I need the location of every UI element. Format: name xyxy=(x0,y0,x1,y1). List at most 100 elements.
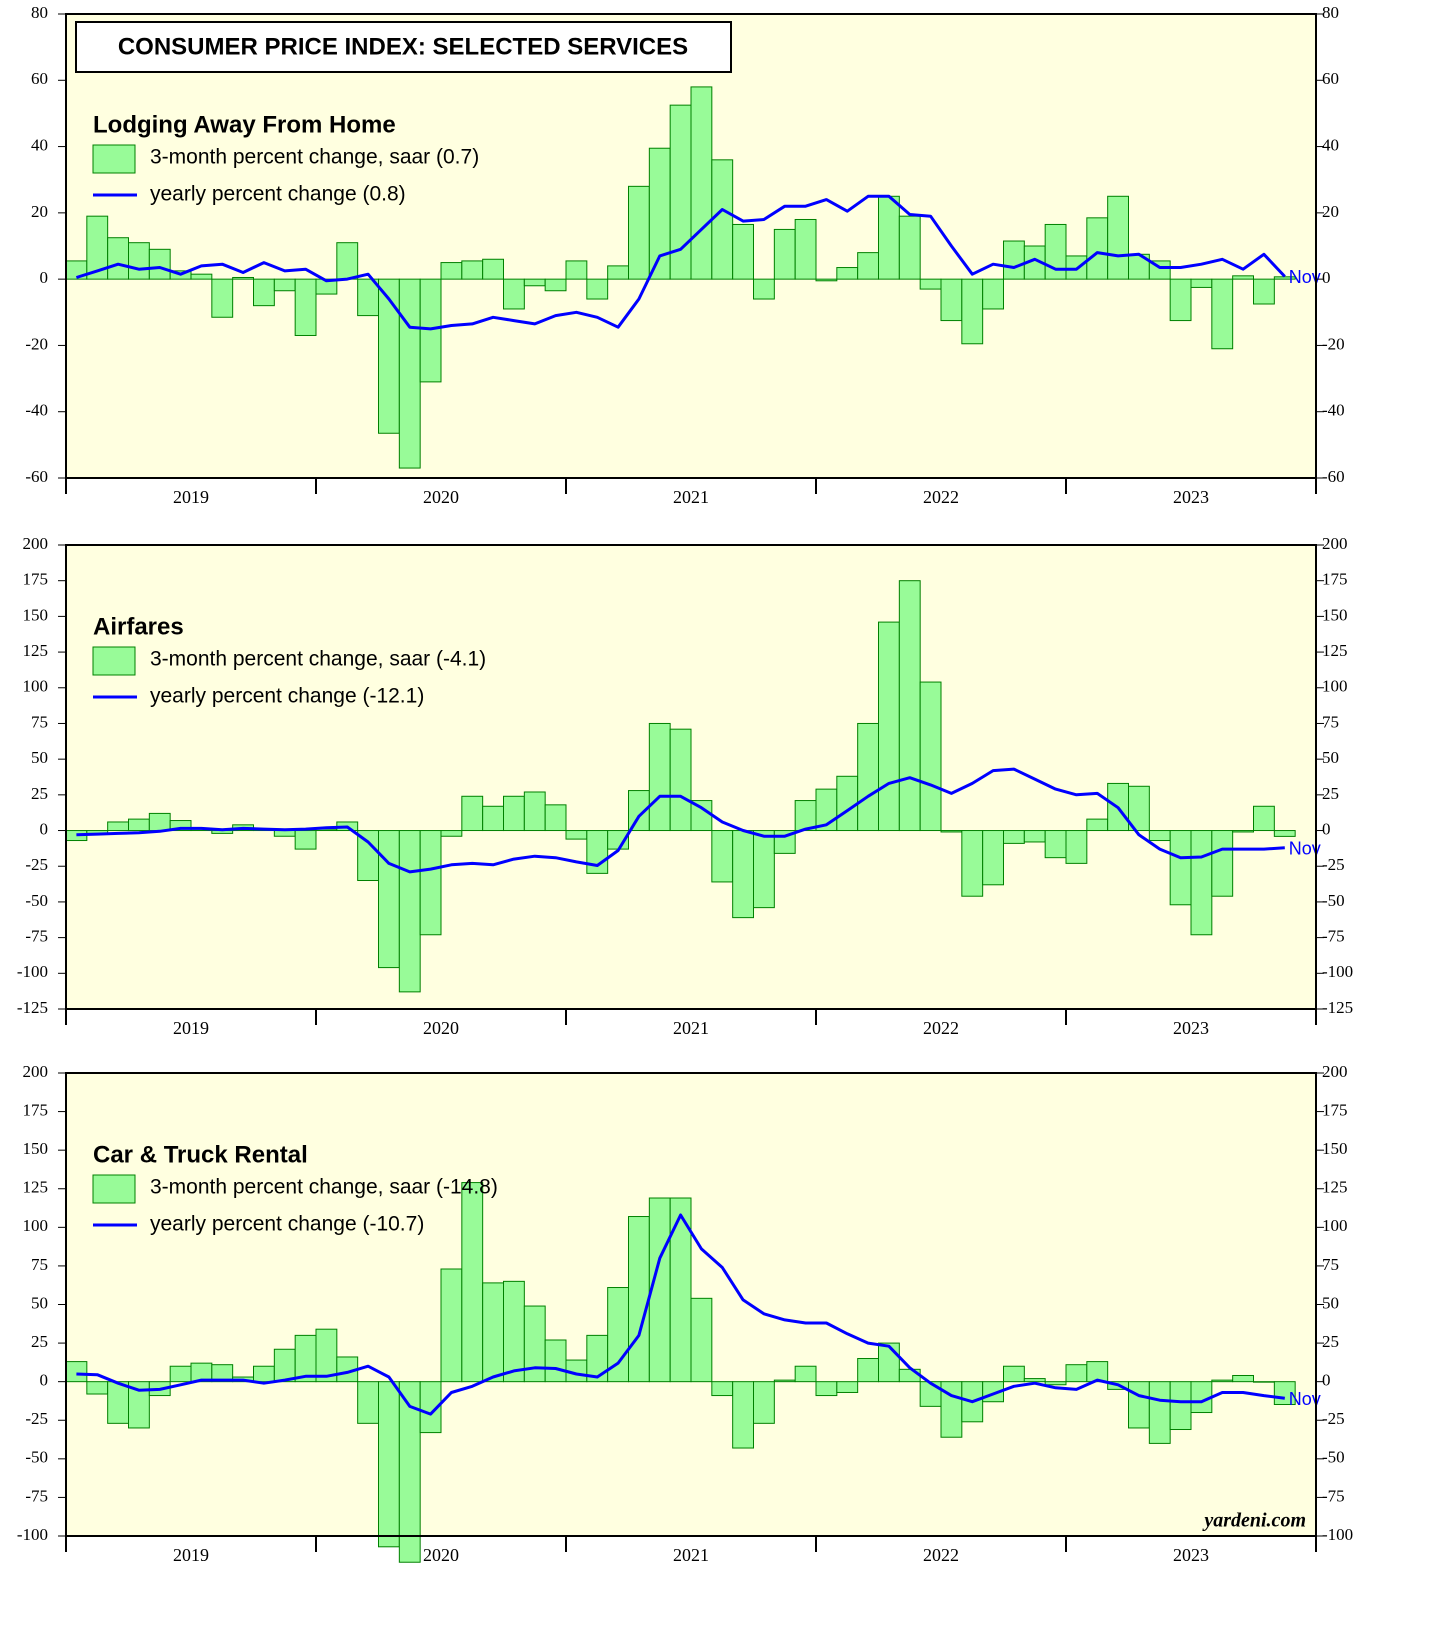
y-tick-label: 125 xyxy=(1322,1178,1348,1197)
bar xyxy=(961,278,984,345)
end-label: Nov xyxy=(1289,267,1321,287)
bar xyxy=(669,728,692,832)
bar xyxy=(857,722,880,832)
bar xyxy=(440,1268,463,1383)
y-tick-label: 80 xyxy=(31,3,48,22)
bar xyxy=(107,1381,129,1424)
y-tick-label: -100 xyxy=(1322,1525,1353,1544)
plot-frame xyxy=(65,13,1317,479)
y-tick-label: 200 xyxy=(23,1062,49,1081)
bar xyxy=(1253,1381,1275,1383)
bar xyxy=(1128,1381,1150,1429)
y-tick-label: -75 xyxy=(25,927,48,946)
y-tick-label: 100 xyxy=(23,677,49,696)
y-tick-label: 75 xyxy=(1322,1255,1339,1274)
bar xyxy=(482,805,504,832)
bar xyxy=(1086,217,1109,280)
x-tick-label: 2023 xyxy=(1173,1018,1209,1038)
bar xyxy=(1148,830,1171,842)
y-tick-label: -125 xyxy=(1322,998,1353,1017)
y-tick-label: -50 xyxy=(25,891,48,910)
bar xyxy=(65,1361,88,1383)
bar xyxy=(1128,785,1150,832)
y-tick-label: 125 xyxy=(23,1178,49,1197)
bar xyxy=(961,830,984,897)
bar xyxy=(1044,1381,1067,1386)
bar xyxy=(294,278,317,336)
y-tick-label: 50 xyxy=(1322,748,1339,767)
y-tick-label: 50 xyxy=(31,1293,48,1312)
bar xyxy=(1169,830,1192,906)
bar xyxy=(753,278,775,300)
bar xyxy=(753,830,775,909)
bar xyxy=(1211,278,1234,350)
bar xyxy=(503,278,525,310)
bar xyxy=(315,1328,338,1383)
y-tick-label: -40 xyxy=(1322,401,1345,420)
source: yardeni.com xyxy=(1202,1510,1306,1532)
y-tick-label: -20 xyxy=(25,334,48,353)
bar xyxy=(1107,195,1129,280)
bar xyxy=(148,812,171,832)
bar xyxy=(648,722,671,832)
y-tick-label: 100 xyxy=(1322,1216,1348,1235)
y-tick-label: -100 xyxy=(1322,962,1353,981)
y-tick-label: 75 xyxy=(31,712,48,731)
bar xyxy=(211,1364,234,1383)
bar xyxy=(711,1381,734,1397)
bar xyxy=(857,252,880,280)
x-tick-label: 2021 xyxy=(673,487,709,507)
x-tick-label: 2019 xyxy=(173,1545,209,1565)
page-title: CONSUMER PRICE INDEX: SELECTED SERVICES xyxy=(118,33,688,60)
bar xyxy=(253,278,275,307)
bar xyxy=(1169,278,1192,322)
y-tick-label: 150 xyxy=(1322,605,1348,624)
bar xyxy=(1023,830,1046,843)
bar xyxy=(398,278,421,469)
bar xyxy=(1190,830,1213,936)
bar xyxy=(753,1381,775,1424)
bar xyxy=(523,791,546,832)
bar xyxy=(107,237,129,280)
bar xyxy=(1211,830,1234,897)
y-tick-label: 20 xyxy=(31,202,48,221)
bar xyxy=(544,278,567,292)
bar xyxy=(482,258,504,280)
bar xyxy=(440,262,463,280)
end-label: Nov xyxy=(1289,1389,1321,1409)
y-tick-label: 0 xyxy=(1322,819,1331,838)
bar xyxy=(815,278,838,282)
bar xyxy=(1044,223,1067,280)
y-tick-label: 175 xyxy=(23,1100,49,1119)
line xyxy=(76,767,1285,874)
y-tick-label: 80 xyxy=(1322,3,1339,22)
panel-title: Airfares xyxy=(93,613,184,640)
legend-label: yearly percent change (-12.1) xyxy=(150,685,424,708)
bar xyxy=(378,830,400,969)
bar xyxy=(648,147,671,280)
y-tick-label: -75 xyxy=(25,1486,48,1505)
y-tick-label: 150 xyxy=(23,1139,49,1158)
title-box xyxy=(75,21,732,73)
y-tick-label: -75 xyxy=(1322,927,1345,946)
y-tick-label: 175 xyxy=(1322,570,1348,589)
y-tick-label: 50 xyxy=(31,748,48,767)
bar xyxy=(565,260,588,280)
legend-swatch xyxy=(92,144,136,174)
bar xyxy=(86,1381,109,1395)
bar xyxy=(419,1381,442,1434)
legend-label: 3-month percent change, saar (-14.8) xyxy=(150,1176,498,1199)
legend-label: 3-month percent change, saar (-4.1) xyxy=(150,648,486,671)
y-tick-label: 0 xyxy=(40,1371,49,1390)
bar xyxy=(378,1381,400,1548)
x-tick-label: 2021 xyxy=(673,1018,709,1038)
bar xyxy=(169,820,192,832)
bar xyxy=(232,276,255,280)
bar xyxy=(273,830,296,837)
y-tick-label: 25 xyxy=(1322,784,1339,803)
bar xyxy=(940,830,963,833)
bar xyxy=(253,1365,275,1383)
bar xyxy=(1086,818,1109,832)
y-tick-label: -50 xyxy=(1322,891,1345,910)
